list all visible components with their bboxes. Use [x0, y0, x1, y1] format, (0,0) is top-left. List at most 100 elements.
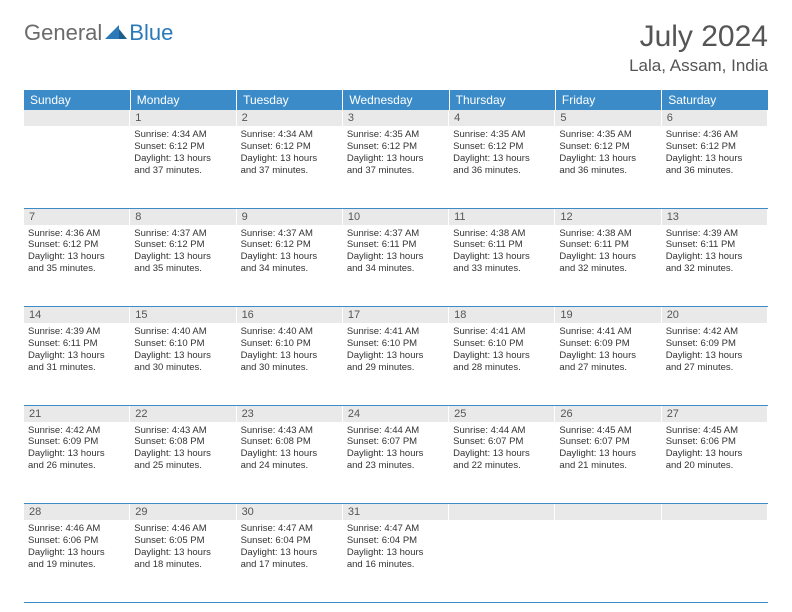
day-number: 13 — [662, 209, 768, 225]
day-cell: Sunrise: 4:47 AMSunset: 6:04 PMDaylight:… — [343, 520, 449, 602]
day-cell: Sunrise: 4:39 AMSunset: 6:11 PMDaylight:… — [662, 225, 768, 307]
day-details: Sunrise: 4:38 AMSunset: 6:11 PMDaylight:… — [555, 225, 661, 278]
daylight-text-1: Daylight: 13 hours — [134, 350, 232, 362]
daylight-text-2: and 22 minutes. — [453, 460, 551, 472]
daylight-text-2: and 30 minutes. — [241, 362, 339, 374]
day-details: Sunrise: 4:40 AMSunset: 6:10 PMDaylight:… — [130, 323, 236, 376]
day-number — [24, 110, 130, 126]
day-details: Sunrise: 4:47 AMSunset: 6:04 PMDaylight:… — [343, 520, 449, 573]
week-row: Sunrise: 4:42 AMSunset: 6:09 PMDaylight:… — [24, 422, 768, 504]
sunset-text: Sunset: 6:11 PM — [347, 239, 445, 251]
month-title: July 2024 — [629, 20, 768, 54]
sunrise-text: Sunrise: 4:42 AM — [28, 425, 126, 437]
day-details: Sunrise: 4:41 AMSunset: 6:10 PMDaylight:… — [449, 323, 555, 376]
sunset-text: Sunset: 6:12 PM — [134, 141, 232, 153]
daylight-text-1: Daylight: 13 hours — [347, 350, 445, 362]
daynum-row: 14151617181920 — [24, 307, 768, 324]
sunrise-text: Sunrise: 4:43 AM — [134, 425, 232, 437]
daylight-text-1: Daylight: 13 hours — [134, 251, 232, 263]
sunset-text: Sunset: 6:10 PM — [453, 338, 551, 350]
dow-header-row: Sunday Monday Tuesday Wednesday Thursday… — [24, 90, 768, 110]
sunrise-text: Sunrise: 4:35 AM — [559, 129, 657, 141]
day-cell: Sunrise: 4:43 AMSunset: 6:08 PMDaylight:… — [130, 422, 236, 504]
sunset-text: Sunset: 6:12 PM — [241, 141, 339, 153]
sunrise-text: Sunrise: 4:36 AM — [28, 228, 126, 240]
daylight-text-2: and 37 minutes. — [134, 165, 232, 177]
daylight-text-2: and 23 minutes. — [347, 460, 445, 472]
daylight-text-2: and 33 minutes. — [453, 263, 551, 275]
dow-friday: Friday — [555, 90, 661, 110]
sunrise-text: Sunrise: 4:47 AM — [241, 523, 339, 535]
day-cell: Sunrise: 4:36 AMSunset: 6:12 PMDaylight:… — [24, 225, 130, 307]
daylight-text-1: Daylight: 13 hours — [666, 350, 764, 362]
daylight-text-1: Daylight: 13 hours — [559, 350, 657, 362]
sunset-text: Sunset: 6:11 PM — [559, 239, 657, 251]
daylight-text-2: and 29 minutes. — [347, 362, 445, 374]
daylight-text-1: Daylight: 13 hours — [347, 153, 445, 165]
day-number: 3 — [343, 110, 449, 126]
day-cell: Sunrise: 4:35 AMSunset: 6:12 PMDaylight:… — [449, 126, 555, 208]
day-details: Sunrise: 4:42 AMSunset: 6:09 PMDaylight:… — [24, 422, 130, 475]
sunset-text: Sunset: 6:05 PM — [134, 535, 232, 547]
day-cell: Sunrise: 4:42 AMSunset: 6:09 PMDaylight:… — [662, 323, 768, 405]
sunset-text: Sunset: 6:10 PM — [134, 338, 232, 350]
daylight-text-2: and 17 minutes. — [241, 559, 339, 571]
daynum-row: 78910111213 — [24, 208, 768, 225]
day-details: Sunrise: 4:35 AMSunset: 6:12 PMDaylight:… — [343, 126, 449, 179]
day-number: 28 — [24, 504, 130, 520]
sunset-text: Sunset: 6:12 PM — [241, 239, 339, 251]
day-cell: Sunrise: 4:34 AMSunset: 6:12 PMDaylight:… — [130, 126, 236, 208]
daylight-text-2: and 27 minutes. — [666, 362, 764, 374]
daylight-text-2: and 20 minutes. — [666, 460, 764, 472]
day-cell: Sunrise: 4:37 AMSunset: 6:11 PMDaylight:… — [343, 225, 449, 307]
day-details: Sunrise: 4:43 AMSunset: 6:08 PMDaylight:… — [237, 422, 343, 475]
daylight-text-1: Daylight: 13 hours — [347, 251, 445, 263]
sunrise-text: Sunrise: 4:35 AM — [453, 129, 551, 141]
sunrise-text: Sunrise: 4:46 AM — [134, 523, 232, 535]
day-number: 18 — [449, 307, 555, 323]
daylight-text-1: Daylight: 13 hours — [28, 448, 126, 460]
day-number: 6 — [662, 110, 768, 126]
day-cell: Sunrise: 4:44 AMSunset: 6:07 PMDaylight:… — [449, 422, 555, 504]
day-number: 27 — [662, 406, 768, 422]
page-header: General Blue July 2024 Lala, Assam, Indi… — [0, 0, 792, 84]
day-details: Sunrise: 4:45 AMSunset: 6:07 PMDaylight:… — [555, 422, 661, 475]
day-number: 9 — [237, 209, 343, 225]
location-label: Lala, Assam, India — [629, 56, 768, 76]
day-cell: Sunrise: 4:44 AMSunset: 6:07 PMDaylight:… — [343, 422, 449, 504]
dow-monday: Monday — [130, 90, 236, 110]
sunrise-text: Sunrise: 4:39 AM — [666, 228, 764, 240]
day-cell: Sunrise: 4:38 AMSunset: 6:11 PMDaylight:… — [449, 225, 555, 307]
sunrise-text: Sunrise: 4:45 AM — [666, 425, 764, 437]
day-cell: Sunrise: 4:37 AMSunset: 6:12 PMDaylight:… — [237, 225, 343, 307]
sunset-text: Sunset: 6:07 PM — [453, 436, 551, 448]
daylight-text-1: Daylight: 13 hours — [28, 251, 126, 263]
daynum-row: 123456 — [24, 110, 768, 126]
sunset-text: Sunset: 6:11 PM — [28, 338, 126, 350]
day-cell: Sunrise: 4:46 AMSunset: 6:06 PMDaylight:… — [24, 520, 130, 602]
daylight-text-2: and 31 minutes. — [28, 362, 126, 374]
sunrise-text: Sunrise: 4:46 AM — [28, 523, 126, 535]
day-details — [662, 520, 768, 525]
brand-triangle-icon — [105, 23, 127, 44]
sunrise-text: Sunrise: 4:41 AM — [559, 326, 657, 338]
sunrise-text: Sunrise: 4:39 AM — [28, 326, 126, 338]
sunset-text: Sunset: 6:07 PM — [559, 436, 657, 448]
daylight-text-1: Daylight: 13 hours — [28, 547, 126, 559]
day-cell: Sunrise: 4:38 AMSunset: 6:11 PMDaylight:… — [555, 225, 661, 307]
daylight-text-2: and 37 minutes. — [241, 165, 339, 177]
day-details: Sunrise: 4:41 AMSunset: 6:09 PMDaylight:… — [555, 323, 661, 376]
daylight-text-2: and 36 minutes. — [453, 165, 551, 177]
day-cell: Sunrise: 4:41 AMSunset: 6:10 PMDaylight:… — [449, 323, 555, 405]
calendar-table: Sunday Monday Tuesday Wednesday Thursday… — [24, 90, 768, 603]
sunset-text: Sunset: 6:06 PM — [666, 436, 764, 448]
daylight-text-1: Daylight: 13 hours — [347, 448, 445, 460]
sunrise-text: Sunrise: 4:40 AM — [241, 326, 339, 338]
sunrise-text: Sunrise: 4:40 AM — [134, 326, 232, 338]
day-number: 24 — [343, 406, 449, 422]
sunrise-text: Sunrise: 4:43 AM — [241, 425, 339, 437]
day-cell: Sunrise: 4:45 AMSunset: 6:07 PMDaylight:… — [555, 422, 661, 504]
daylight-text-2: and 36 minutes. — [559, 165, 657, 177]
dow-thursday: Thursday — [449, 90, 555, 110]
day-details: Sunrise: 4:35 AMSunset: 6:12 PMDaylight:… — [555, 126, 661, 179]
